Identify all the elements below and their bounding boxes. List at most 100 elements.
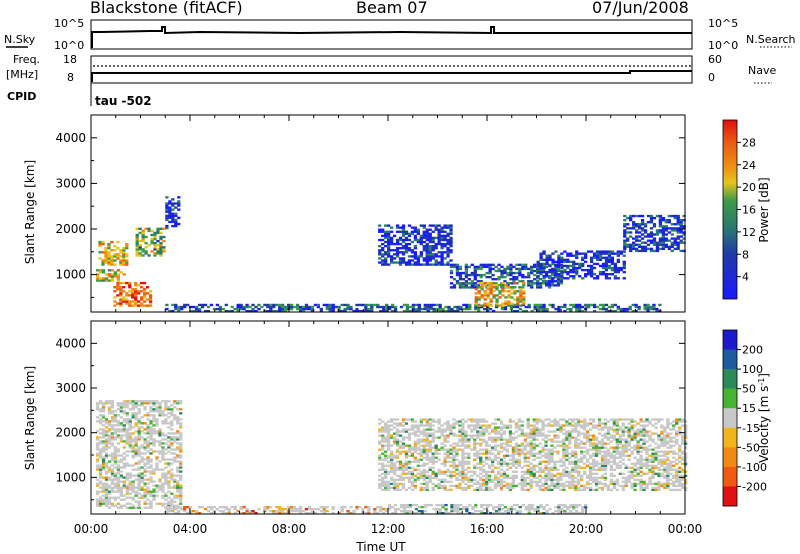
range-gate-cell xyxy=(398,476,403,480)
range-gate-cell xyxy=(146,498,150,501)
range-gate-cell xyxy=(437,452,441,455)
range-gate-cell xyxy=(485,462,489,465)
range-gate-cell xyxy=(529,470,533,473)
range-gate-cell xyxy=(146,462,150,465)
range-gate-cell xyxy=(487,456,492,459)
range-gate-cell xyxy=(568,474,572,477)
range-gate-cell xyxy=(598,270,603,274)
range-gate-cell xyxy=(559,460,563,463)
range-gate-cell xyxy=(485,420,489,423)
range-gate-cell xyxy=(443,236,447,240)
range-gate-cell xyxy=(428,234,432,238)
range-gate-cell xyxy=(125,492,129,495)
range-gate-cell xyxy=(373,507,377,511)
range-gate-cell xyxy=(410,446,415,449)
range-gate-cell xyxy=(618,434,622,437)
range-gate-cell xyxy=(425,452,429,455)
range-gate-cell xyxy=(519,298,523,301)
range-gate-cell xyxy=(600,474,605,477)
range-gate-cell xyxy=(119,263,123,266)
range-gate-cell xyxy=(563,264,567,268)
range-gate-cell xyxy=(425,228,429,231)
range-gate-cell xyxy=(440,484,444,488)
range-gate-cell xyxy=(532,438,536,441)
range-gate-cell xyxy=(456,305,460,309)
range-gate-cell xyxy=(140,472,144,475)
range-gate-cell xyxy=(529,442,533,445)
range-gate-cell xyxy=(560,270,564,274)
range-gate-cell xyxy=(547,462,551,465)
range-gate-cell xyxy=(533,278,537,281)
range-gate-cell xyxy=(649,218,654,222)
range-gate-cell xyxy=(658,247,663,251)
range-gate-cell xyxy=(122,418,126,421)
range-gate-cell xyxy=(104,277,109,280)
range-gate-cell xyxy=(134,302,138,305)
range-gate-cell xyxy=(167,446,171,449)
range-gate-cell xyxy=(580,476,584,480)
range-gate-cell xyxy=(434,261,438,264)
range-gate-cell xyxy=(493,448,498,451)
range-gate-cell xyxy=(107,253,111,256)
range-gate-cell xyxy=(122,420,126,423)
range-gate-cell xyxy=(505,448,510,451)
range-gate-cell xyxy=(545,256,549,259)
range-gate-cell xyxy=(655,214,660,218)
range-gate-cell xyxy=(591,436,596,439)
range-gate-cell xyxy=(586,464,590,467)
range-gate-cell xyxy=(384,253,388,256)
range-gate-cell xyxy=(239,511,243,515)
range-gate-cell xyxy=(167,482,171,485)
range-gate-cell xyxy=(443,478,447,482)
range-gate-cell xyxy=(491,511,496,515)
range-gate-cell xyxy=(116,257,120,260)
range-gate-cell xyxy=(125,490,129,493)
range-gate-cell xyxy=(113,259,117,262)
range-gate-cell xyxy=(581,305,585,309)
range-gate-cell xyxy=(559,464,563,467)
range-gate-cell xyxy=(161,442,165,445)
range-gate-cell xyxy=(248,305,252,309)
range-gate-cell xyxy=(113,478,118,481)
range-gate-cell xyxy=(104,422,109,425)
range-gate-cell xyxy=(553,434,557,437)
range-gate-cell xyxy=(473,271,477,275)
range-gate-cell xyxy=(612,484,616,488)
range-gate-cell xyxy=(307,505,312,509)
range-gate-cell xyxy=(152,494,156,497)
range-gate-cell xyxy=(179,418,183,421)
range-gate-cell xyxy=(500,307,505,311)
range-gate-cell xyxy=(410,480,415,484)
range-gate-cell xyxy=(509,507,514,511)
range-gate-cell xyxy=(416,426,420,429)
range-gate-cell xyxy=(658,243,663,246)
range-gate-cell xyxy=(173,414,177,417)
range-gate-cell xyxy=(594,464,599,467)
range-gate-cell xyxy=(137,472,141,475)
range-gate-cell xyxy=(161,448,165,451)
range-gate-cell xyxy=(206,505,211,509)
range-gate-cell xyxy=(437,240,441,244)
range-gate-cell xyxy=(428,244,432,248)
range-gate-cell xyxy=(536,277,540,280)
range-gate-cell xyxy=(461,440,465,443)
range-gate-cell xyxy=(568,418,572,421)
range-gate-cell xyxy=(426,303,430,307)
range-gate-cell xyxy=(443,452,447,455)
range-gate-cell xyxy=(476,466,480,469)
range-gate-cell xyxy=(600,486,605,490)
range-gate-cell xyxy=(101,436,106,439)
range-gate-cell xyxy=(455,263,460,267)
range-gate-cell xyxy=(401,418,406,421)
range-gate-cell xyxy=(413,426,418,429)
range-gate-cell xyxy=(266,305,270,309)
range-gate-cell xyxy=(449,428,453,431)
range-gate-cell xyxy=(512,303,517,307)
range-gate-cell xyxy=(597,432,602,435)
range-gate-cell xyxy=(143,428,147,431)
range-gate-cell xyxy=(149,442,153,445)
range-gate-cell xyxy=(227,507,231,511)
range-gate-cell xyxy=(455,273,460,277)
range-gate-cell xyxy=(395,478,400,482)
range-gate-cell xyxy=(422,474,426,477)
